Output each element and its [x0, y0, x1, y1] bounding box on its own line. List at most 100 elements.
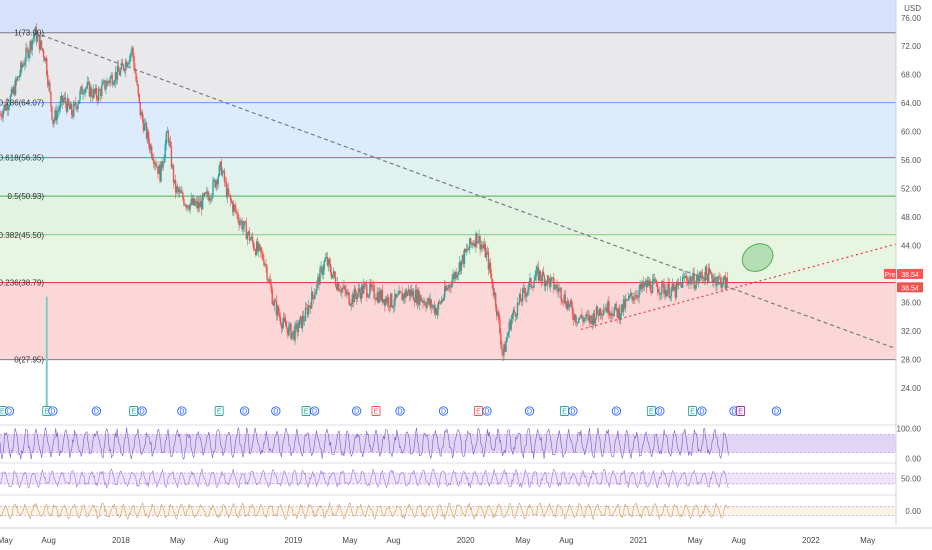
candle-body — [521, 288, 524, 302]
candle-body — [371, 285, 373, 288]
candle-body — [314, 294, 316, 299]
dividend-marker[interactable] — [438, 406, 449, 416]
dividend-marker[interactable] — [395, 406, 405, 416]
candle-body — [536, 266, 538, 270]
candle-body — [650, 291, 653, 294]
candle-body — [222, 170, 225, 172]
candle-body — [295, 323, 297, 325]
dividend-marker[interactable] — [351, 406, 362, 416]
candle-body — [629, 295, 631, 297]
candle-body — [325, 257, 327, 258]
candle-body — [77, 104, 79, 110]
dividend-marker[interactable] — [482, 406, 492, 416]
candle-body — [725, 277, 728, 289]
dividend-marker[interactable] — [309, 406, 320, 416]
dividend-marker[interactable] — [697, 406, 707, 416]
candle-body — [235, 207, 237, 213]
event-marker-label: D — [614, 409, 619, 416]
candle-body — [139, 101, 141, 116]
candle-body — [20, 62, 22, 75]
candle-body — [520, 301, 523, 302]
candle-body — [424, 301, 426, 306]
candle-body — [24, 61, 26, 66]
candle-body — [479, 235, 481, 250]
candle-body — [694, 287, 696, 289]
event-marker-label: D — [94, 409, 99, 416]
candle-body — [688, 279, 690, 285]
dividend-marker[interactable] — [611, 406, 622, 416]
candle-body — [518, 294, 521, 304]
candle-body — [152, 156, 154, 160]
dividend-marker[interactable] — [568, 406, 578, 416]
dividend-marker[interactable] — [137, 406, 147, 416]
candle-body — [427, 298, 429, 303]
candle-body — [279, 317, 282, 325]
candle-body — [239, 222, 241, 225]
candle-body — [543, 275, 546, 287]
target-ellipse[interactable] — [737, 238, 778, 277]
candle-body — [624, 299, 627, 309]
dividend-marker[interactable] — [177, 406, 187, 416]
candle-body — [166, 131, 168, 133]
candle-body — [9, 95, 12, 105]
candle-body — [400, 292, 402, 294]
candle-body — [590, 315, 592, 319]
candle-body — [161, 161, 163, 168]
descending-resistance-trendline[interactable] — [34, 32, 897, 350]
candle-body — [39, 40, 42, 50]
oscillator-1-tick-label: 100.00 — [897, 425, 922, 434]
candle-body — [376, 292, 378, 301]
dividend-marker[interactable] — [524, 406, 535, 416]
candle-body — [606, 307, 608, 313]
earnings-marker[interactable] — [687, 406, 697, 416]
candle-body — [369, 283, 371, 295]
dividend-marker[interactable] — [771, 406, 782, 416]
candle-body — [264, 264, 266, 266]
candle-body — [716, 282, 718, 286]
candle-body — [621, 304, 624, 312]
candle-body — [563, 294, 565, 302]
candle-body — [723, 276, 725, 278]
candle-body — [294, 324, 296, 341]
candle-body — [407, 289, 410, 293]
candle-body — [608, 301, 610, 316]
candle-body — [383, 299, 386, 306]
fibonacci-labels: 1(73.90) 0.786(64.07) 0.618(56.35) 0.5(50.9… — [0, 29, 44, 365]
candle-body — [25, 48, 27, 62]
candle-body — [632, 296, 634, 301]
earnings-marker[interactable] — [214, 406, 224, 416]
candle-body — [500, 333, 502, 346]
candle-body — [715, 277, 717, 286]
candle-body — [571, 306, 574, 316]
dividend-marker[interactable] — [655, 406, 665, 416]
candle-body — [714, 277, 716, 280]
candle-body — [592, 313, 595, 325]
trendlines[interactable] — [34, 32, 897, 350]
candle-body — [490, 273, 493, 280]
candle-body — [155, 163, 157, 167]
candle-body — [74, 102, 76, 104]
candle-body — [22, 64, 24, 68]
candle-body — [122, 65, 125, 70]
dividend-marker[interactable] — [271, 406, 281, 416]
candle-body — [435, 308, 438, 315]
dividend-marker[interactable] — [240, 406, 250, 416]
candle-body — [292, 331, 294, 333]
candle-body — [455, 271, 457, 278]
candle-body — [321, 266, 323, 275]
candle-body — [487, 252, 490, 270]
dividend-marker[interactable] — [48, 406, 58, 416]
dividend-marker[interactable] — [4, 406, 15, 416]
dividend-marker[interactable] — [91, 406, 102, 416]
candle-body — [12, 86, 15, 94]
earnings-marker[interactable] — [736, 406, 746, 416]
candle-body — [233, 204, 235, 212]
candle-body — [241, 220, 243, 230]
candle-body — [574, 314, 577, 323]
candle-body — [305, 307, 308, 309]
candle-body — [501, 345, 503, 350]
candle-body — [54, 110, 56, 120]
earnings-marker[interactable] — [371, 406, 381, 416]
